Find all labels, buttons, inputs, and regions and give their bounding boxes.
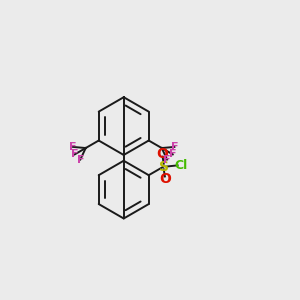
Text: O: O [159, 172, 171, 186]
Text: Cl: Cl [174, 159, 188, 172]
Text: F: F [71, 149, 79, 159]
Text: F: F [163, 154, 171, 164]
Text: F: F [76, 154, 84, 164]
Text: F: F [171, 142, 178, 152]
Text: O: O [157, 147, 169, 161]
Text: F: F [169, 149, 176, 159]
Text: F: F [69, 142, 77, 152]
Text: S: S [159, 160, 169, 173]
